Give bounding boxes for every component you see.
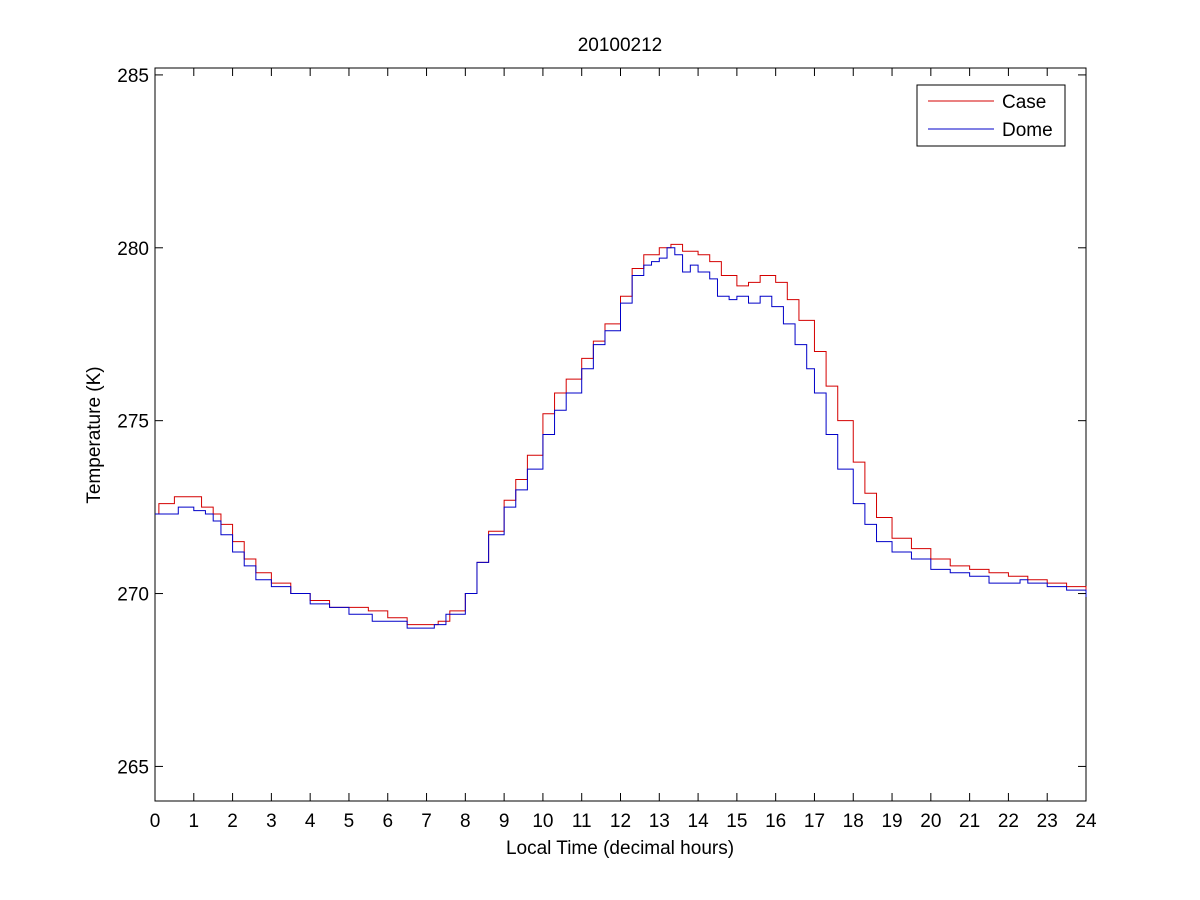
y-ticks: 265 270 275 280 285 xyxy=(117,66,1086,778)
x-tick-label: 19 xyxy=(881,811,902,832)
x-tick-label: 24 xyxy=(1075,811,1097,832)
plot-area: 0 1 2 3 4 5 6 7 8 9 10 11 12 13 14 15 16 17 18 19 20 21 22 23 24… xyxy=(117,66,1097,832)
x-tick-label: 4 xyxy=(305,811,316,832)
x-tick-label: 0 xyxy=(150,811,161,832)
x-tick-label: 20 xyxy=(920,811,941,832)
legend-box xyxy=(916,84,1066,147)
x-tick-label: 22 xyxy=(998,811,1019,832)
x-tick-label: 2 xyxy=(227,811,238,832)
x-tick-label: 16 xyxy=(765,811,786,832)
x-tick-label: 21 xyxy=(959,811,980,832)
y-tick-label: 280 xyxy=(117,239,149,260)
x-tick-label: 14 xyxy=(688,811,710,832)
chart-title: 20100212 xyxy=(578,35,663,56)
y-axis-label: Temperature (K) xyxy=(84,366,105,503)
x-tick-label: 6 xyxy=(382,811,393,832)
x-tick-label: 15 xyxy=(726,811,747,832)
x-axis-label: Local Time (decimal hours) xyxy=(506,838,734,859)
x-tick-label: 11 xyxy=(572,811,592,832)
legend-label-case: Case xyxy=(1002,92,1046,113)
x-tick-label: 17 xyxy=(804,811,825,832)
x-tick-label: 7 xyxy=(421,811,432,832)
y-tick-label: 275 xyxy=(117,412,149,433)
legend: Case Dome xyxy=(916,84,1066,147)
legend-label-dome: Dome xyxy=(1002,120,1053,141)
x-ticks: 0 1 2 3 4 5 6 7 8 9 10 11 12 13 14 15 16 17 18 19 20 21 22 23 24 xyxy=(150,68,1097,832)
series-line-dome xyxy=(155,247,1087,629)
x-tick-label: 23 xyxy=(1037,811,1058,832)
series-layer xyxy=(155,243,1087,629)
x-tick-label: 1 xyxy=(189,811,200,832)
x-tick-label: 9 xyxy=(499,811,510,832)
y-tick-label: 265 xyxy=(117,757,149,778)
x-tick-label: 18 xyxy=(843,811,864,832)
x-tick-label: 5 xyxy=(344,811,355,832)
y-tick-label: 270 xyxy=(117,585,149,606)
axes-box xyxy=(154,67,1087,802)
x-tick-label: 3 xyxy=(266,811,277,832)
x-tick-label: 8 xyxy=(460,811,471,832)
x-tick-label: 12 xyxy=(610,811,631,832)
y-tick-label: 285 xyxy=(117,66,149,87)
x-tick-label: 13 xyxy=(649,811,670,832)
x-tick-label: 10 xyxy=(532,811,553,832)
